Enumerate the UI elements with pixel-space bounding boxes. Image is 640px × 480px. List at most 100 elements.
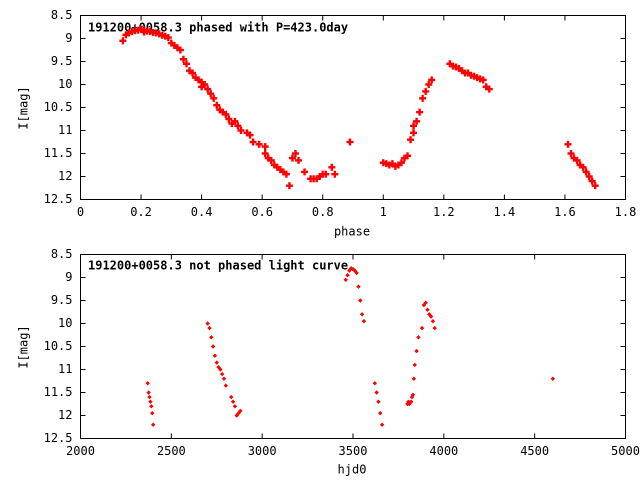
data-point — [585, 173, 593, 180]
data-point — [397, 159, 405, 167]
data-point — [356, 284, 361, 289]
data-point — [567, 150, 575, 157]
data-point — [176, 46, 184, 54]
data-point — [422, 87, 430, 95]
data-point — [359, 312, 365, 317]
x-tick-label: 4500 — [520, 444, 549, 458]
data-point — [255, 140, 263, 148]
data-point — [410, 392, 416, 397]
data-point — [164, 34, 172, 42]
x-tick-label: 2500 — [157, 444, 186, 458]
data-point — [232, 404, 238, 409]
data-point — [210, 344, 216, 349]
x-tick-label: 0.6 — [251, 205, 273, 219]
data-point — [149, 404, 154, 409]
data-point — [210, 94, 218, 102]
y-tick-label: 11 — [58, 362, 72, 376]
data-point — [221, 376, 227, 381]
data-point — [485, 85, 493, 93]
data-point — [413, 117, 421, 125]
data-point — [220, 371, 225, 377]
data-point — [425, 81, 433, 88]
data-point — [119, 37, 127, 45]
x-tick-label: 0.8 — [312, 205, 334, 219]
y-tick-label: 12 — [58, 408, 72, 422]
data-point — [223, 383, 229, 388]
data-point — [591, 182, 599, 190]
y-tick-label: 11 — [58, 123, 72, 137]
y-tick-label: 9 — [65, 270, 72, 284]
data-point — [354, 270, 359, 276]
x-tick-label: 4000 — [429, 444, 458, 458]
data-point — [410, 122, 418, 130]
data-point — [249, 138, 257, 146]
data-point — [229, 394, 234, 400]
x-tick-label: 3500 — [339, 444, 368, 458]
data-point — [214, 360, 219, 365]
data-point — [414, 348, 419, 354]
x-tick-label: 1.6 — [554, 205, 576, 219]
data-point — [573, 156, 581, 164]
y-axis-label: I[mag] — [17, 325, 31, 368]
data-point — [237, 127, 245, 134]
x-axis-label: phase — [334, 225, 370, 239]
data-point — [428, 314, 434, 319]
data-point — [328, 163, 336, 171]
x-axis-label: hjd0 — [338, 463, 367, 477]
data-point — [207, 325, 212, 331]
phased-light-curve-panel: 191200+0058.3 phased with P=423.0day pha… — [17, 8, 637, 239]
plot-frame — [80, 254, 626, 439]
data-point — [322, 170, 330, 178]
y-tick-label: 10.5 — [44, 100, 73, 114]
data-point — [288, 154, 296, 162]
x-tick-label: 1 — [380, 205, 387, 219]
data-point — [204, 85, 212, 93]
y-tick-label: 8.5 — [51, 247, 73, 261]
data-point — [234, 413, 239, 418]
data-point — [230, 399, 236, 404]
data-point — [267, 156, 275, 164]
data-point — [148, 399, 153, 404]
data-point — [379, 422, 385, 427]
data-point — [376, 399, 381, 404]
data-point — [261, 150, 269, 157]
data-point — [231, 117, 239, 125]
data-point — [222, 110, 230, 118]
data-point — [205, 321, 210, 326]
data-point — [410, 129, 418, 137]
x-tick-label: 3000 — [248, 444, 277, 458]
chart-title: 191200+0058.3 not phased light curve — [88, 259, 348, 273]
data-point — [416, 108, 424, 116]
data-point — [412, 362, 417, 368]
data-point — [423, 300, 428, 305]
data-point — [378, 411, 383, 416]
data-points — [119, 25, 599, 190]
x-tick-label: 1.2 — [433, 205, 455, 219]
data-point — [372, 381, 377, 386]
data-point — [411, 376, 417, 381]
data-point — [182, 60, 190, 68]
data-point — [261, 143, 269, 151]
data-point — [430, 319, 436, 324]
y-tick-label: 9.5 — [51, 54, 73, 68]
x-tick-label: 0 — [77, 205, 84, 219]
data-point — [582, 168, 590, 176]
y-axis-label: I[mag] — [17, 86, 31, 129]
data-point — [201, 81, 209, 88]
data-point — [189, 69, 197, 77]
data-point — [145, 381, 150, 386]
data-point — [246, 131, 254, 139]
x-tick-label: 5000 — [611, 444, 640, 458]
x-tick-label: 1.4 — [494, 205, 516, 219]
data-point — [579, 163, 587, 171]
data-point — [564, 140, 572, 148]
data-point — [179, 55, 187, 63]
plot-frame — [80, 15, 626, 200]
y-tick-label: 10.5 — [44, 339, 73, 353]
y-tick-label: 12.5 — [44, 431, 73, 445]
data-point — [346, 138, 354, 146]
data-point — [285, 182, 293, 190]
data-point — [419, 325, 425, 331]
data-point — [212, 353, 218, 358]
